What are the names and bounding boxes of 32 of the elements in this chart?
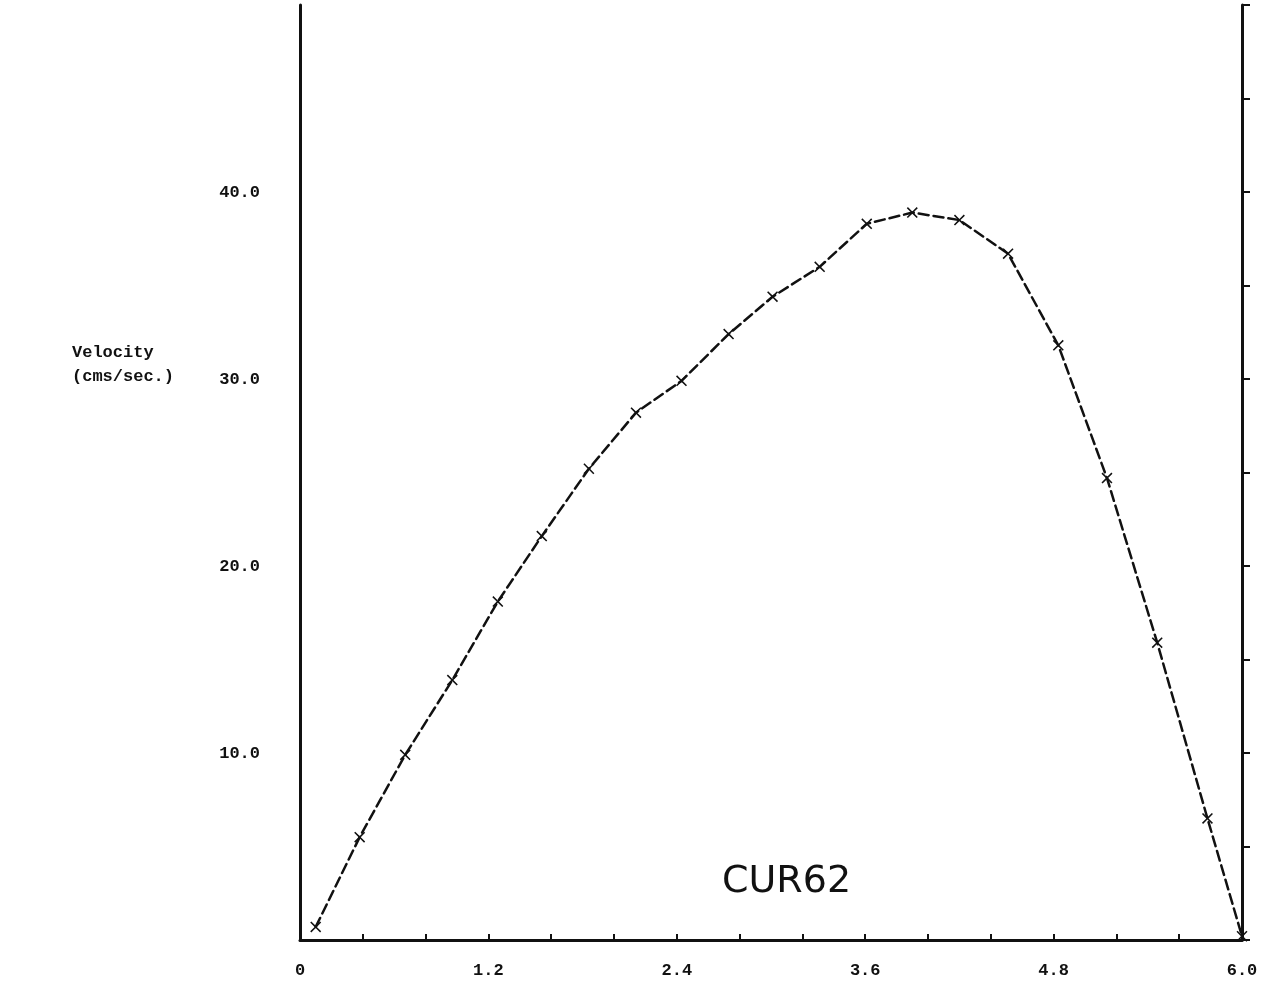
point — [814, 261, 826, 273]
point — [630, 407, 642, 419]
annotation: CUR62 — [722, 857, 852, 901]
point — [767, 291, 779, 303]
y-tick-label: 20.0 — [219, 556, 260, 576]
x-tick-label: 1.2 — [473, 961, 504, 980]
point — [536, 530, 548, 542]
point — [492, 596, 504, 608]
point — [354, 831, 366, 843]
text: 0 — [294, 961, 306, 980]
y-axis-title: Velocity (cms/sec.) — [72, 342, 175, 386]
point — [906, 207, 918, 219]
point — [1101, 472, 1113, 484]
point — [583, 463, 595, 475]
point — [310, 921, 322, 933]
y-tick-label: 40.0 — [219, 182, 260, 202]
x-tick-label: 2.4 — [661, 961, 693, 980]
point — [399, 749, 411, 761]
point — [861, 218, 873, 230]
point — [953, 214, 965, 226]
point — [446, 674, 458, 686]
point — [1151, 637, 1163, 649]
point — [723, 328, 735, 340]
y-tick-label: 10.0 — [219, 743, 260, 763]
x-tick-label: 3.6 — [849, 961, 881, 980]
point — [1052, 339, 1064, 351]
point — [1002, 248, 1014, 260]
point — [1201, 812, 1213, 824]
y-tick-label: 30.0 — [219, 369, 260, 389]
x-tick-label: 6.0 — [1226, 961, 1258, 980]
x-tick-label: 4.8 — [1038, 961, 1069, 980]
point — [676, 375, 688, 387]
